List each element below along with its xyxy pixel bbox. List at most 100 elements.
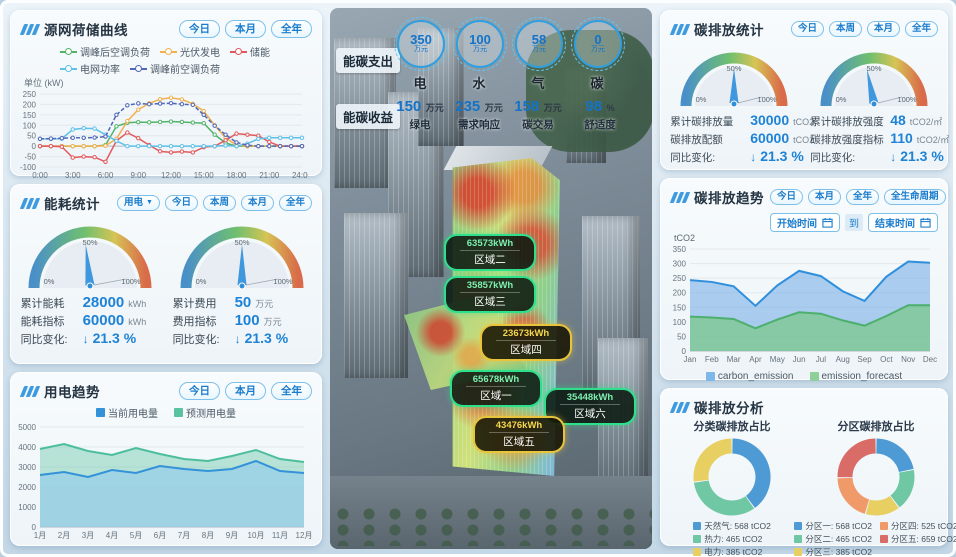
date-range-row: 开始时间 到 结束时间: [660, 210, 948, 232]
svg-text:3000: 3000: [18, 463, 36, 472]
gauge-stat-value: 110: [890, 130, 913, 146]
legend-item[interactable]: emission_forecast: [809, 371, 902, 382]
legend-item[interactable]: carbon_emission: [705, 371, 794, 382]
donut-legend-label: 分区二: 465 tCO2: [805, 534, 872, 544]
legend-marker-icon: [880, 522, 888, 530]
gauge-stat-row: 碳排放配额 60000 tCO2: [670, 130, 814, 147]
expense-value: 0: [594, 32, 602, 48]
change-label: 同比变化:: [172, 334, 220, 346]
panel-header: 碳排放趋势 今日 本月 全年 全生命周期: [660, 178, 948, 210]
panel-title: 碳排放分析: [694, 401, 764, 416]
svg-text:3:00: 3:00: [65, 171, 81, 180]
legend-marker-icon: [96, 408, 105, 417]
svg-text:50%: 50%: [866, 64, 881, 73]
range-button[interactable]: 全年: [846, 189, 880, 205]
expense-circle-item: 58 万元气: [512, 17, 566, 92]
legend-item[interactable]: 调峰前空调负荷: [130, 61, 220, 76]
range-button[interactable]: 全年: [278, 195, 312, 211]
down-arrow-icon: ↓: [82, 332, 89, 346]
gauge-stat-row: 费用指标 100 万元: [173, 312, 312, 329]
svg-text:Mar: Mar: [727, 355, 741, 364]
svg-text:50%: 50%: [82, 238, 97, 247]
income-unit: 万元: [543, 103, 562, 113]
income-value: 235: [455, 98, 481, 115]
expense-unit: 万元: [414, 46, 428, 54]
range-button[interactable]: 本月: [808, 189, 842, 205]
donut-legend-label: 分区一: 568 tCO2: [805, 521, 872, 531]
donut-legend-label: 电力: 385 tCO2: [704, 547, 763, 557]
panel-slashes-icon: [19, 198, 41, 209]
expense-unit: 万元: [473, 46, 487, 54]
svg-text:Dec: Dec: [923, 355, 937, 364]
expense-circle-item: 350 万元电: [394, 17, 448, 92]
svg-text:250: 250: [23, 90, 37, 99]
change-value: 21.3 %: [92, 330, 137, 346]
expense-name: 水: [472, 76, 486, 91]
gauge-stat-row: 累计能耗 28000 kWh: [21, 294, 160, 311]
gauge-stat-unit: tCO2: [793, 135, 815, 145]
gauge-stat-row: 碳排放强度指标 110 tCO2/㎡: [810, 130, 949, 147]
legend-label: 调峰前空调负荷: [150, 65, 220, 76]
legend-item[interactable]: 预测用电量: [174, 405, 236, 420]
svg-text:300: 300: [673, 260, 687, 269]
svg-text:50: 50: [677, 332, 686, 341]
range-button[interactable]: 今日: [770, 189, 804, 205]
svg-text:5000: 5000: [18, 423, 36, 432]
range-button[interactable]: 本月: [225, 19, 266, 39]
range-button[interactable]: 本月: [866, 21, 900, 37]
range-button[interactable]: 本月: [240, 195, 274, 211]
legend-item[interactable]: 当前用电量: [96, 405, 158, 420]
legend-marker-icon: [794, 548, 803, 556]
panel-usage-trend: 用电趋势 今日 本月 全年 当前用电量 预测用电量 0 1000 2000 3000 4000…: [10, 372, 322, 546]
end-date-input[interactable]: 结束时间: [868, 213, 938, 232]
gauge-dial: 0% 50% 100%: [820, 52, 928, 108]
gauge-stat-value: 28000: [82, 294, 125, 311]
range-button[interactable]: 本周: [202, 195, 236, 211]
range-button[interactable]: 今日: [179, 381, 220, 401]
legend-item[interactable]: 光伏发电: [160, 44, 220, 59]
energy-gauges: 0% 50% 100% 累计能耗 28000 kWh 能耗指标 60000 kWh 同比变化: ↓ 2…: [10, 216, 322, 348]
gauge-stat-label: 能耗指标: [20, 316, 65, 328]
gauge-stat-value: 60000: [82, 312, 125, 329]
range-button[interactable]: 本周: [828, 21, 862, 37]
category-donut-column: 分类碳排放占比 天然气: 568 tCO2 热力: 465 tCO2 电力: 385…: [661, 418, 803, 557]
svg-text:0%: 0%: [696, 95, 707, 104]
range-button[interactable]: 本月: [225, 381, 266, 401]
expense-value: 100: [469, 32, 491, 48]
svg-text:100%: 100%: [757, 95, 777, 104]
carbon-gauges: 0% 50% 100% 累计碳排放量 30000 tCO2 碳排放配额 60000 tCO2 同比…: [660, 42, 949, 166]
donut-legend-item: 电力: 385 tCO2: [693, 546, 771, 557]
panel-header: 源网荷储曲线 今日 本月 全年: [10, 10, 322, 42]
legend-item[interactable]: 电网功率: [60, 61, 120, 76]
legend-marker-icon: [794, 535, 803, 543]
legend-label: carbon_emission: [717, 371, 794, 382]
range-button[interactable]: 全年: [904, 21, 938, 37]
start-date-input[interactable]: 开始时间: [770, 213, 840, 232]
income-item: 98 % 舒适度: [568, 98, 632, 132]
expense-unit: 万元: [532, 46, 546, 54]
donut-legend-item: 分区三: 385 tCO2: [794, 546, 872, 557]
svg-text:-50: -50: [24, 153, 36, 162]
range-button[interactable]: 全年: [271, 19, 312, 39]
donut-charts-row: 分类碳排放占比 天然气: 568 tCO2 热力: 465 tCO2 电力: 385…: [660, 417, 956, 557]
legend-item[interactable]: 储能: [230, 44, 270, 59]
gauge-stat-value: 100: [234, 312, 260, 329]
panel-title: 能耗统计: [44, 197, 100, 212]
gauge-stat-unit: tCO2/㎡: [909, 117, 943, 127]
legend-label: 调峰后空调负荷: [80, 48, 150, 59]
energy-type-dropdown[interactable]: 用电 ▼: [116, 195, 160, 211]
range-button[interactable]: 今日: [179, 19, 220, 39]
panel-carbon-analysis: 碳排放分析 分类碳排放占比 天然气: 568 tCO2 热力: 465 tCO2 电…: [660, 388, 956, 557]
y-axis-unit-label: tCO2: [674, 233, 696, 243]
region-pill: 65678kWh 区域一: [450, 370, 542, 408]
legend-label: 当前用电量: [108, 409, 158, 420]
region-energy-value: 23673kWh: [502, 328, 550, 339]
svg-text:100%: 100%: [273, 277, 293, 286]
range-button[interactable]: 全生命周期: [884, 189, 946, 205]
legend-label: 光伏发电: [180, 48, 220, 59]
svg-text:0: 0: [32, 142, 37, 151]
range-button[interactable]: 今日: [790, 21, 824, 37]
legend-item[interactable]: 调峰后空调负荷: [60, 44, 150, 59]
range-button[interactable]: 今日: [164, 195, 198, 211]
range-button[interactable]: 全年: [271, 381, 312, 401]
